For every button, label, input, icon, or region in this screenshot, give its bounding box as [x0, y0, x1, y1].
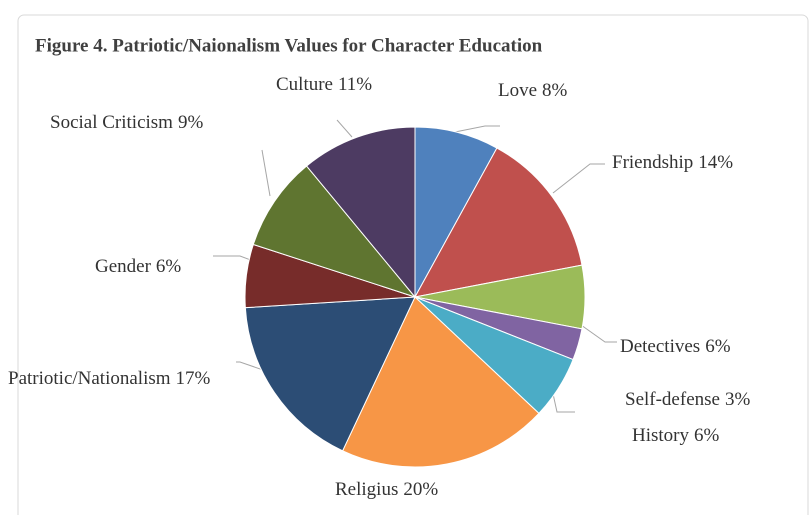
slice-value: 20%: [403, 479, 438, 500]
slice-label: Love 8%: [498, 80, 568, 101]
slice-value: 9%: [178, 112, 204, 133]
pie-slice: [305, 126, 416, 299]
slice-label: Self-defense 3%: [625, 389, 750, 410]
slice-label: History 6%: [632, 425, 720, 446]
slice-label: Culture 11%: [276, 74, 372, 95]
slice-category: Patriotic/Nationalism: [8, 368, 171, 389]
slice-category: Friendship: [612, 152, 693, 173]
slice-label: Friendship 14%: [612, 152, 733, 173]
slice-value: 6%: [705, 336, 731, 357]
slice-category: Social Criticism: [50, 112, 173, 133]
slice-category: Religius: [335, 479, 398, 500]
slice-category: Culture: [276, 74, 333, 95]
slice-value: 6%: [156, 256, 182, 277]
slice-label: Patriotic/Nationalism 17%: [8, 368, 211, 389]
slice-value: 14%: [698, 152, 733, 173]
slice-value: 8%: [542, 80, 568, 101]
slice-label: Religius 20%: [335, 479, 438, 500]
pie-slice: [341, 296, 540, 468]
pie-slice: [414, 147, 583, 298]
pie-slice: [244, 296, 416, 452]
slice-category: Love: [498, 80, 537, 101]
chart-title: Figure 4. Patriotic/Naionalism Values fo…: [35, 35, 543, 56]
leader-lines: [213, 119, 617, 413]
pie-slice: [252, 165, 417, 299]
slice-label: Social Criticism 9%: [50, 112, 203, 133]
slice-value: 6%: [694, 425, 720, 446]
slice-value: 11%: [338, 74, 372, 95]
slice-category: Detectives: [620, 336, 700, 357]
slice-category: History: [632, 425, 690, 446]
slice-value: 17%: [176, 368, 211, 389]
slice-value: 3%: [725, 389, 751, 410]
slice-category: Gender: [95, 256, 152, 277]
slice-label: Gender 6%: [95, 256, 181, 277]
slice-label: Detectives 6%: [620, 336, 731, 357]
slice-category: Self-defense: [625, 389, 720, 410]
